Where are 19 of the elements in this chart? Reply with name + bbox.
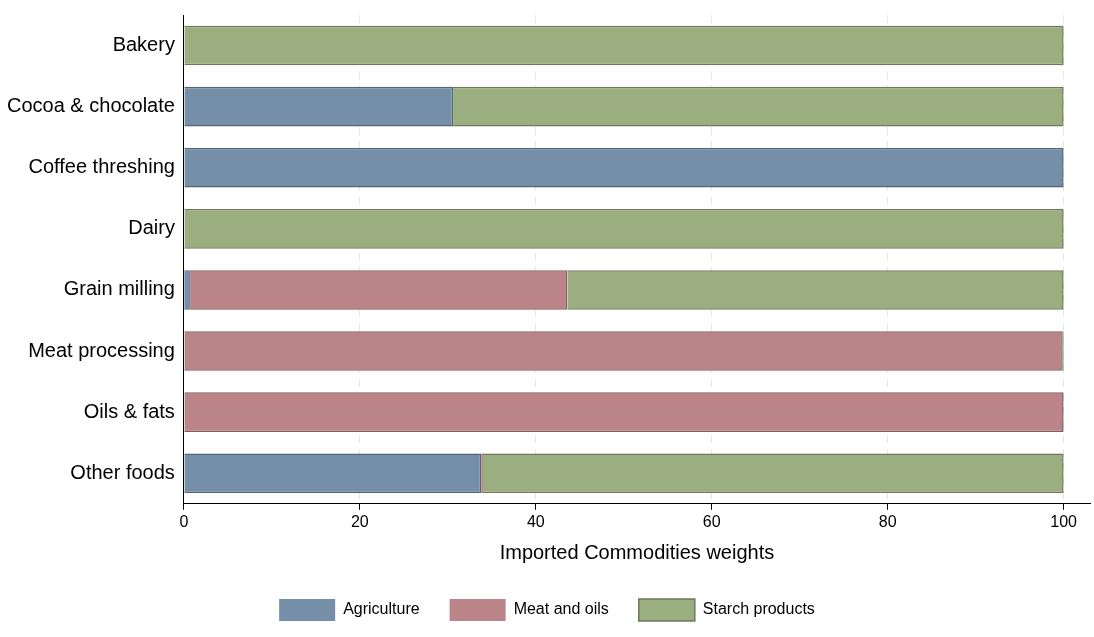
- legend-label: Starch products: [702, 600, 815, 618]
- legend-label: Meat and oils: [513, 600, 609, 618]
- y-tick-label: Coffee threshing: [28, 155, 175, 178]
- x-tick-label: 100: [1050, 512, 1078, 530]
- y-tick-label: Other foods: [70, 460, 175, 483]
- legend-label: Agriculture: [343, 600, 420, 618]
- y-tick-label: Dairy: [128, 216, 175, 239]
- x-tick-label: 80: [878, 512, 897, 530]
- y-tick-label: Meat processing: [28, 338, 175, 361]
- x-tick-label: 0: [179, 512, 189, 530]
- y-tick-label: Oils & fats: [83, 399, 175, 422]
- x-tick-label: 60: [702, 512, 721, 530]
- y-tick-label: Grain milling: [63, 277, 175, 300]
- bar: [184, 270, 191, 310]
- x-tick-label: 40: [526, 512, 545, 530]
- y-tick-label: Bakery: [112, 33, 175, 56]
- x-tick-label: 20: [350, 512, 369, 530]
- y-tick-label: Cocoa & chocolate: [6, 94, 175, 117]
- x-axis-title: Imported Commodities weights: [499, 540, 775, 563]
